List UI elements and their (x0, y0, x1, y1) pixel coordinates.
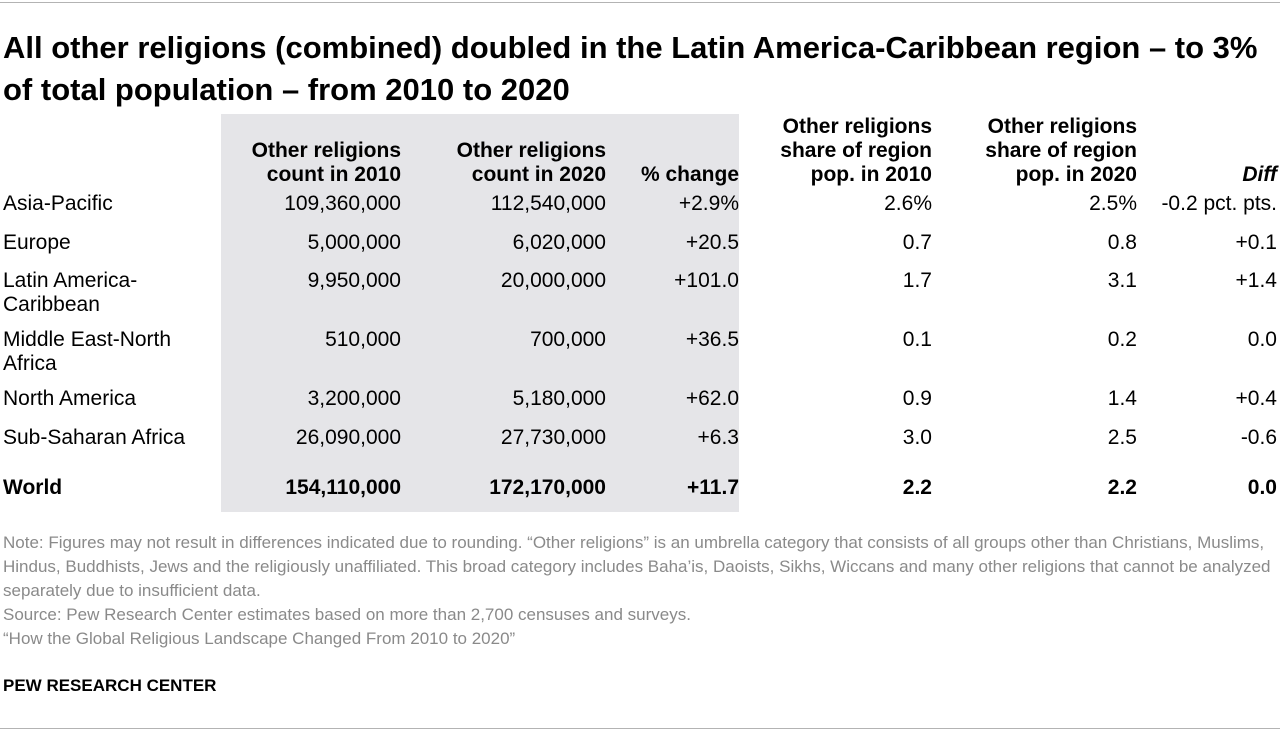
cell-count-2010: 26,090,000 (295, 426, 401, 449)
cell-count-2020-total: 172,170,000 (489, 476, 606, 499)
cell-pct-change: +36.5 (685, 328, 739, 351)
cell-share-2010: 2.6% (884, 192, 932, 215)
cell-diff: +0.4 (1235, 387, 1277, 410)
cell-pct-change: +101.0 (674, 269, 739, 292)
cell-pct-change: +6.3 (697, 426, 739, 449)
cell-count-2010: 510,000 (325, 328, 401, 351)
cell-diff: -0.6 (1240, 426, 1277, 449)
row-label-latin-america-caribbean: Latin America-Caribbean (3, 269, 138, 316)
cell-count-2020: 6,020,000 (512, 231, 606, 254)
cell-count-2010: 109,360,000 (284, 192, 401, 215)
chart-title: All other religions (combined) doubled i… (3, 30, 1258, 107)
cell-count-2010: 3,200,000 (307, 387, 401, 410)
pew-research-center-logo: PEW RESEARCH CENTER (3, 676, 217, 695)
cell-share-2010-total: 2.2 (902, 476, 932, 499)
cell-share-2010: 0.1 (902, 328, 932, 351)
header-diff: Diff (1242, 163, 1277, 186)
cell-share-2020: 3.1 (1107, 269, 1137, 292)
cell-share-2020: 0.2 (1107, 328, 1137, 351)
header-share-2020: Other religions share of region pop. in … (985, 115, 1137, 186)
cell-count-2010: 5,000,000 (307, 231, 401, 254)
cell-share-2020-total: 2.2 (1107, 476, 1137, 499)
cell-diff: +0.1 (1235, 231, 1277, 254)
cell-share-2010: 0.9 (902, 387, 932, 410)
notes: Note: Figures may not result in differen… (3, 531, 1278, 651)
cell-share-2020: 0.8 (1107, 231, 1137, 254)
row-label-asia-pacific: Asia-Pacific (3, 192, 113, 215)
cell-share-2010: 3.0 (902, 426, 932, 449)
count-columns-shading (221, 114, 739, 512)
cell-count-2010-total: 154,110,000 (285, 476, 401, 499)
cell-share-2020: 1.4 (1107, 387, 1137, 410)
row-label-middle-east-north-africa: Middle East-North Africa (3, 328, 172, 375)
row-label-north-america: North America (3, 387, 137, 410)
cell-pct-change: +2.9% (678, 192, 739, 215)
cell-pct-change-total: +11.7 (687, 476, 739, 499)
cell-diff: +1.4 (1235, 269, 1277, 292)
cell-count-2020: 20,000,000 (500, 269, 606, 292)
report-title: “How the Global Religious Landscape Chan… (3, 629, 516, 648)
header-count-2020: Other religions count in 2020 (456, 139, 606, 186)
row-label-world: World (3, 476, 63, 499)
header-pct-change: % change (640, 163, 739, 186)
bottom-rule (0, 728, 1280, 729)
row-label-europe: Europe (3, 231, 71, 254)
cell-count-2010: 9,950,000 (307, 269, 401, 292)
row-label-sub-saharan-africa: Sub-Saharan Africa (3, 426, 186, 449)
cell-diff-total: 0.0 (1247, 476, 1277, 499)
cell-count-2020: 112,540,000 (490, 192, 606, 215)
cell-share-2020: 2.5 (1107, 426, 1137, 449)
cell-share-2010: 1.7 (902, 269, 932, 292)
cell-count-2020: 5,180,000 (512, 387, 606, 410)
cell-diff: 0.0 (1247, 328, 1277, 351)
header-count-2010: Other religions count in 2010 (251, 139, 401, 186)
cell-share-2020: 2.5% (1089, 192, 1137, 215)
cell-pct-change: +20.5 (685, 231, 739, 254)
cell-diff: -0.2 pct. pts. (1161, 192, 1277, 215)
note-text: Note: Figures may not result in differen… (3, 533, 1271, 600)
top-rule (0, 2, 1280, 3)
source-text: Source: Pew Research Center estimates ba… (3, 605, 691, 624)
cell-count-2020: 27,730,000 (500, 426, 606, 449)
cell-share-2010: 0.7 (902, 231, 932, 254)
header-share-2010: Other religions share of region pop. in … (780, 115, 932, 186)
cell-pct-change: +62.0 (685, 387, 739, 410)
cell-count-2020: 700,000 (530, 328, 606, 351)
